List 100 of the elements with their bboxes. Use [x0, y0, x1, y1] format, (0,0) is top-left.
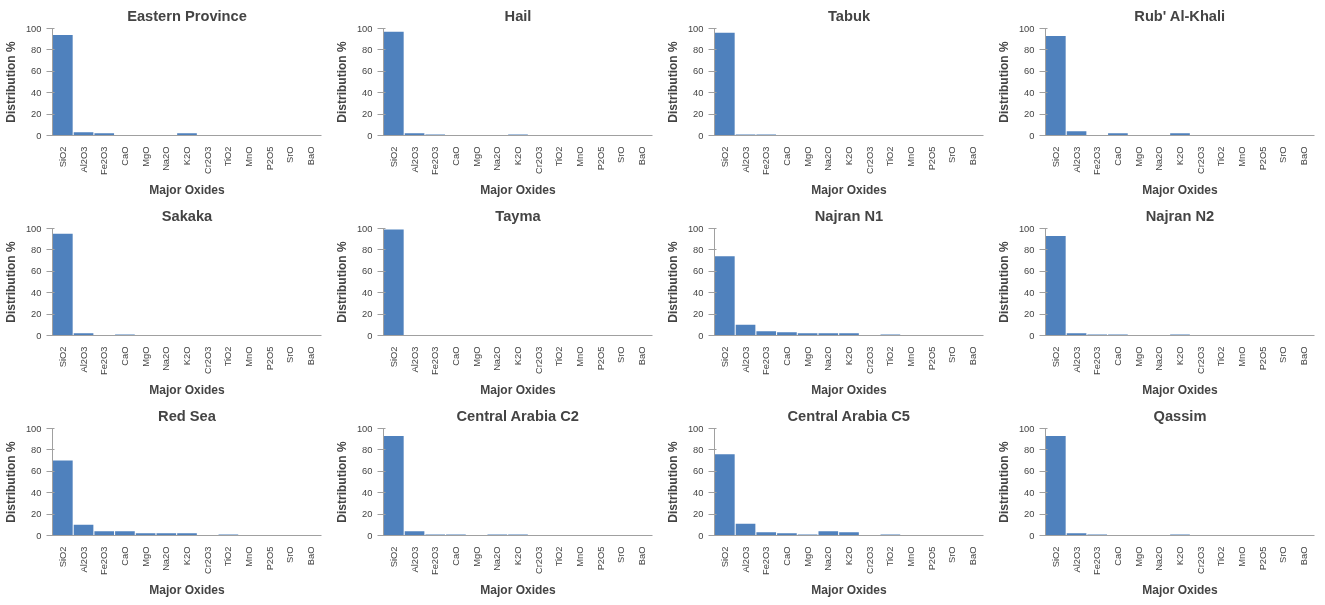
y-tick-label: 80 — [362, 44, 373, 55]
x-tick-label: TiO2 — [554, 346, 565, 367]
x-tick-label: P2O5 — [1257, 146, 1268, 171]
x-tick-label: BaO — [637, 346, 648, 366]
y-axis-title: Distribution % — [334, 41, 349, 123]
x-tick-label: MgO — [1133, 146, 1144, 167]
x-tick-label: Al2O3 — [78, 346, 89, 373]
x-tick-label: Na2O — [492, 546, 503, 571]
x-tick-label: P2O5 — [595, 546, 606, 571]
x-axis-title: Major Oxides — [811, 383, 887, 398]
x-tick-label: P2O5 — [595, 146, 606, 171]
x-tick-label: K2O — [182, 546, 192, 566]
x-tick-label: BaO — [637, 546, 648, 566]
x-tick-label: K2O — [513, 546, 523, 566]
x-tick-label: MnO — [1237, 546, 1248, 567]
x-tick-label: SrO — [285, 546, 296, 564]
chart-title: Rub' Al-Khali — [1134, 7, 1226, 24]
y-tick-label: 40 — [1024, 87, 1035, 98]
x-tick-label: BaO — [306, 546, 317, 566]
x-tick-label: MgO — [140, 546, 151, 567]
x-tick-label: Fe2O3 — [99, 546, 110, 576]
x-tick-label: K2O — [844, 146, 854, 166]
x-tick-label: Al2O3 — [740, 546, 751, 573]
y-tick-label: 100 — [687, 223, 704, 234]
y-tick-label: 0 — [1029, 330, 1035, 341]
x-tick-label: SrO — [285, 146, 296, 164]
x-tick-label: Fe2O3 — [761, 146, 772, 176]
x-tick-label: MnO — [575, 346, 586, 367]
x-tick-label: SiO2 — [1050, 546, 1061, 568]
x-tick-label: Cr2O3 — [864, 546, 875, 574]
x-axis-title: Major Oxides — [480, 383, 556, 398]
x-tick-label: SrO — [285, 346, 296, 364]
y-tick-label: 0 — [367, 330, 373, 341]
y-tick-label: 20 — [693, 309, 704, 320]
x-tick-label: K2O — [513, 146, 523, 166]
x-tick-label: Cr2O3 — [1195, 546, 1206, 574]
y-tick-label: 40 — [31, 487, 42, 498]
y-axis-title: Distribution % — [996, 41, 1011, 123]
x-tick-label: MnO — [906, 346, 917, 367]
y-tick-label: 80 — [31, 44, 42, 55]
chart-title: Central Arabia C5 — [787, 407, 910, 424]
y-tick-label: 20 — [1024, 309, 1035, 320]
y-tick-label: 40 — [362, 87, 373, 98]
x-tick-label: Na2O — [823, 346, 834, 371]
y-tick-label: 100 — [25, 23, 42, 34]
y-tick-label: 20 — [693, 109, 704, 120]
x-axis-title: Major Oxides — [480, 183, 556, 198]
x-tick-label: SiO2 — [1050, 346, 1061, 368]
x-tick-label: BaO — [306, 346, 317, 366]
x-tick-label: SiO2 — [719, 546, 730, 568]
x-tick-label: Na2O — [492, 346, 503, 371]
x-tick-label: SrO — [947, 346, 958, 364]
y-tick-label: 0 — [698, 330, 704, 341]
y-tick-label: 80 — [1024, 444, 1035, 455]
x-axis-title: Major Oxides — [811, 183, 887, 198]
chart-title: Central Arabia C2 — [456, 407, 579, 424]
x-tick-label: CaO — [450, 546, 461, 566]
x-tick-label: CaO — [1112, 546, 1123, 566]
y-tick-label: 0 — [698, 130, 704, 141]
x-tick-label: Cr2O3 — [864, 346, 875, 374]
y-tick-label: 60 — [362, 66, 373, 77]
x-tick-label: SrO — [616, 546, 627, 564]
x-tick-label: MgO — [1133, 346, 1144, 367]
x-tick-label: SiO2 — [57, 146, 68, 168]
y-tick-label: 20 — [31, 309, 42, 320]
x-axis-title: Major Oxides — [149, 383, 225, 398]
y-tick-label: 20 — [31, 509, 42, 520]
x-axis-title: Major Oxides — [1142, 583, 1218, 598]
x-tick-label: P2O5 — [926, 146, 937, 171]
y-axis-title: Distribution % — [665, 41, 680, 123]
x-tick-label: TiO2 — [554, 546, 565, 567]
chart-title: Tayma — [495, 207, 542, 224]
x-tick-label: TiO2 — [223, 546, 234, 567]
x-tick-label: Na2O — [492, 146, 503, 171]
x-tick-label: CaO — [781, 146, 792, 166]
y-tick-label: 0 — [36, 530, 42, 541]
x-tick-label: BaO — [1299, 346, 1310, 366]
x-tick-label: Cr2O3 — [202, 346, 213, 374]
x-tick-label: CaO — [450, 346, 461, 366]
y-tick-label: 100 — [1018, 23, 1035, 34]
x-tick-label: P2O5 — [264, 146, 275, 171]
x-tick-label: Fe2O3 — [430, 146, 441, 176]
x-tick-label: BaO — [1299, 146, 1310, 166]
y-tick-label: 0 — [367, 530, 373, 541]
y-tick-label: 80 — [1024, 44, 1035, 55]
x-tick-label: SiO2 — [1050, 146, 1061, 168]
y-tick-label: 40 — [693, 487, 704, 498]
chart-title: Najran N1 — [814, 207, 884, 224]
x-tick-label: Al2O3 — [1071, 546, 1082, 573]
y-axis-title: Distribution % — [334, 441, 349, 523]
y-tick-label: 0 — [36, 130, 42, 141]
x-tick-label: MgO — [140, 346, 151, 367]
y-tick-label: 80 — [362, 244, 373, 255]
x-tick-label: TiO2 — [223, 146, 234, 167]
x-tick-label: SrO — [947, 546, 958, 564]
y-axis-title: Distribution % — [3, 241, 18, 323]
x-tick-label: Cr2O3 — [202, 146, 213, 174]
x-tick-label: Fe2O3 — [1092, 346, 1103, 376]
chart-title: Red Sea — [158, 407, 217, 424]
x-tick-label: SrO — [1278, 146, 1289, 164]
